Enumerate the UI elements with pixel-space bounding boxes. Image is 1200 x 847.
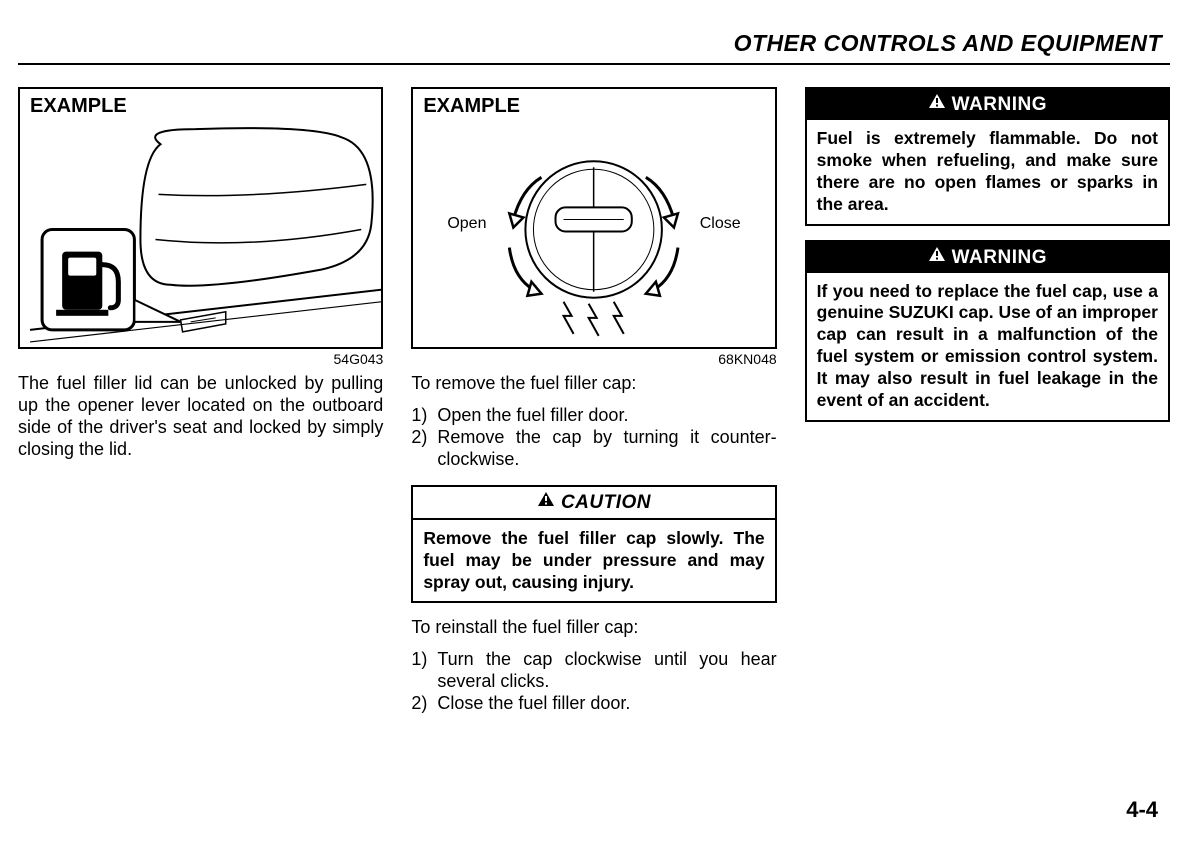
warning-triangle-icon xyxy=(928,93,946,109)
step-text: Turn the cap clockwise until you hear se… xyxy=(437,649,776,693)
column-1: EXAMPLE xyxy=(18,87,383,715)
open-label: Open xyxy=(447,215,486,233)
warning-header: WARNING xyxy=(807,89,1168,120)
column-3: WARNING Fuel is extremely flammable. Do … xyxy=(805,87,1170,715)
seat-illustration xyxy=(20,89,381,352)
page-number: 4-4 xyxy=(1126,797,1158,823)
warning-triangle-icon xyxy=(928,246,946,262)
list-item: 1) Turn the cap clockwise until you hear… xyxy=(411,649,776,693)
figure-code: 54G043 xyxy=(18,351,383,367)
figure-seat-lever: EXAMPLE xyxy=(18,87,383,349)
caution-header: CAUTION xyxy=(413,487,774,520)
warning-box-1: WARNING Fuel is extremely flammable. Do … xyxy=(805,87,1170,226)
warning-title: WARNING xyxy=(952,94,1047,115)
list-item: 1) Open the fuel filler door. xyxy=(411,405,776,427)
caution-title: CAUTION xyxy=(561,492,651,513)
step-number: 1) xyxy=(411,649,437,693)
reinstall-intro: To reinstall the fuel filler cap: xyxy=(411,617,776,639)
list-item: 2) Close the fuel filler door. xyxy=(411,693,776,715)
caution-box: CAUTION Remove the fuel filler cap slowl… xyxy=(411,485,776,604)
remove-section: To remove the fuel filler cap: xyxy=(411,373,776,395)
step-number: 2) xyxy=(411,693,437,715)
warning-box-2: WARNING If you need to replace the fuel … xyxy=(805,240,1170,422)
caution-body: Remove the fuel filler cap slowly. The f… xyxy=(413,520,774,602)
warning-triangle-icon xyxy=(537,491,555,507)
close-label: Close xyxy=(700,215,741,233)
step-number: 1) xyxy=(411,405,437,427)
header-rule xyxy=(18,63,1170,65)
warning-body: Fuel is extremely flammable. Do not smok… xyxy=(807,120,1168,224)
manual-page: OTHER CONTROLS AND EQUIPMENT EXAMPLE xyxy=(0,0,1200,735)
col1-text: The fuel filler lid can be unlocked by p… xyxy=(18,373,383,461)
step-text: Open the fuel filler door. xyxy=(437,405,776,427)
list-item: 2) Remove the cap by turning it counter­… xyxy=(411,427,776,471)
warning-title: WARNING xyxy=(952,247,1047,268)
columns: EXAMPLE xyxy=(18,87,1170,715)
step-text: Remove the cap by turning it counter­clo… xyxy=(437,427,776,471)
figure-fuel-cap: EXAMPLE xyxy=(411,87,776,349)
remove-intro: To remove the fuel filler cap: xyxy=(411,373,776,395)
step-number: 2) xyxy=(411,427,437,471)
figure-code: 68KN048 xyxy=(411,351,776,367)
column-2: EXAMPLE xyxy=(411,87,776,715)
step-text: Close the fuel filler door. xyxy=(437,693,776,715)
page-header: OTHER CONTROLS AND EQUIPMENT xyxy=(18,30,1170,57)
reinstall-section: To reinstall the fuel filler cap: xyxy=(411,617,776,639)
warning-header: WARNING xyxy=(807,242,1168,273)
col1-paragraph: The fuel filler lid can be unlocked by p… xyxy=(18,373,383,461)
warning-body: If you need to replace the fuel cap, use… xyxy=(807,273,1168,420)
